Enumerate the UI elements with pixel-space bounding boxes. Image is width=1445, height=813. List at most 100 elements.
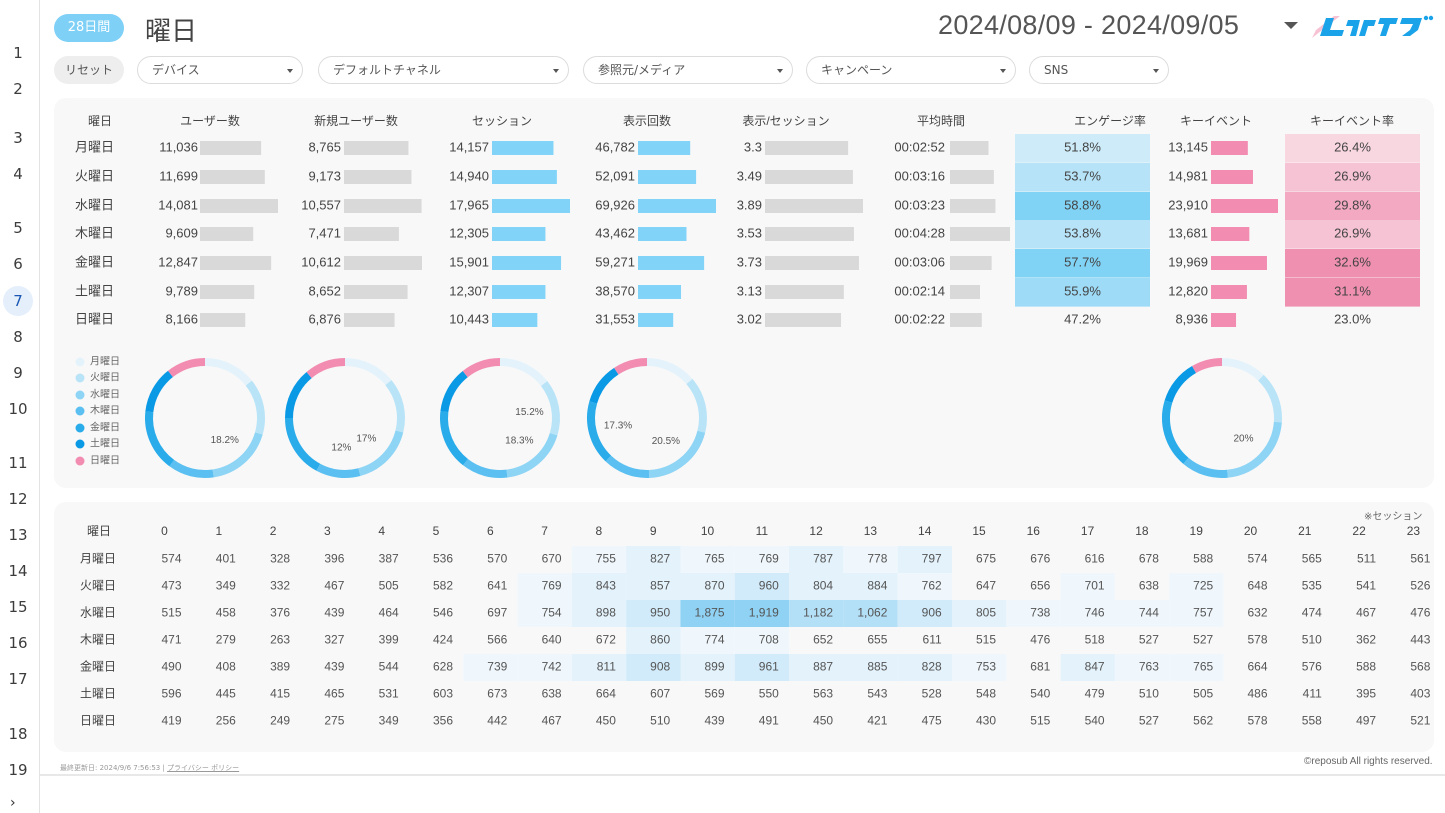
- page-link-6[interactable]: 6: [13, 255, 23, 273]
- page-link-2[interactable]: 2: [13, 80, 23, 98]
- heat-cell: [789, 600, 844, 627]
- cell-avg_time: 00:02:14: [894, 283, 945, 298]
- caret-down-icon: [287, 69, 293, 73]
- heat-value: 640: [542, 633, 562, 647]
- page-link-14[interactable]: 14: [8, 562, 28, 580]
- cell-key_event_rate: 26.4%: [1334, 139, 1371, 154]
- heat-value: 505: [379, 579, 399, 593]
- donut-slice: [506, 432, 558, 478]
- heat-cell: [789, 654, 844, 681]
- page-link-17[interactable]: 17: [8, 670, 28, 688]
- heat-cell: [734, 627, 790, 654]
- caret-down-icon: [553, 69, 559, 73]
- bar-avg_time: [950, 227, 1010, 241]
- page-link-3[interactable]: 3: [13, 129, 23, 147]
- page-link-5[interactable]: 5: [13, 219, 23, 237]
- heat-value: 471: [161, 633, 181, 647]
- hour-header: 15: [972, 524, 986, 538]
- page-link-16[interactable]: 16: [8, 634, 28, 652]
- heat-cell: [1060, 573, 1115, 600]
- cell-sessions: 12,307: [449, 283, 489, 298]
- chevron-right-icon[interactable]: ›: [10, 795, 16, 811]
- heat-value: 419: [161, 714, 181, 728]
- heat-value: 439: [704, 714, 724, 728]
- heat-value: 769: [542, 579, 562, 593]
- heat-cell: [571, 546, 627, 573]
- donut-slice: [440, 370, 468, 413]
- heat-value: 739: [487, 660, 507, 674]
- heat-value: 479: [1085, 687, 1105, 701]
- heat-value: 664: [596, 687, 616, 701]
- heat-value: 389: [270, 660, 290, 674]
- heat-value: 670: [542, 552, 562, 566]
- page-link-15[interactable]: 15: [8, 598, 28, 616]
- page-link-13[interactable]: 13: [8, 526, 28, 544]
- row-day: 日曜日: [75, 311, 114, 326]
- bar-key_events: [1211, 256, 1267, 270]
- reset-button[interactable]: リセット: [54, 56, 124, 84]
- hour-header: 6: [487, 524, 494, 538]
- heat-value: 655: [867, 633, 887, 647]
- page-link-8[interactable]: 8: [13, 328, 23, 346]
- page-link-11[interactable]: 11: [8, 454, 28, 472]
- hour-header: 16: [1027, 524, 1041, 538]
- heat-cell: [952, 600, 1007, 627]
- cell-key_events: 13,681: [1168, 225, 1208, 240]
- heat-value: 443: [1410, 633, 1430, 647]
- cell-avg_time: 00:02:52: [894, 139, 945, 154]
- page-navigation: 1 2 3 4 5 6 7 8 9 10 11 12 13 14 15 16 17 18 19 ›: [0, 0, 40, 813]
- footer-meta: 最終更新日: 2024/9/6 7:56:53 | プライバシー ポリシー: [60, 763, 239, 773]
- cell-key_event_rate: 26.9%: [1334, 168, 1371, 183]
- heat-value: 510: [1139, 687, 1159, 701]
- page-link-7[interactable]: 7: [3, 286, 33, 316]
- page-link-9[interactable]: 9: [13, 364, 23, 382]
- cell-engage_rate: 58.8%: [1064, 197, 1101, 212]
- heat-cell: [789, 546, 844, 573]
- heat-value: 396: [324, 552, 344, 566]
- filter-dropdown[interactable]: SNS: [1029, 56, 1169, 84]
- page-link-18[interactable]: 18: [8, 725, 28, 743]
- heat-cell: [626, 600, 681, 627]
- heat-value: 540: [1085, 714, 1105, 728]
- donut-slice: [316, 463, 361, 478]
- heat-cell: [1060, 654, 1115, 681]
- bar-new_users: [344, 256, 422, 270]
- heat-value: 652: [813, 633, 833, 647]
- cell-new_users: 10,557: [301, 197, 341, 212]
- row-day: 木曜日: [75, 225, 114, 240]
- filter-dropdown[interactable]: デフォルトチャネル: [318, 56, 569, 84]
- heat-value: 744: [1139, 606, 1159, 620]
- heat-value: 475: [922, 714, 942, 728]
- donut-slice: [306, 358, 346, 379]
- privacy-policy-link[interactable]: プライバシー ポリシー: [167, 764, 240, 772]
- page-link-12[interactable]: 12: [8, 490, 28, 508]
- date-range-picker[interactable]: 2024/08/09 - 2024/09/05: [938, 10, 1240, 40]
- filter-dropdown[interactable]: 参照元/メディア: [583, 56, 793, 84]
- heat-cell: [952, 654, 1007, 681]
- caret-down-icon[interactable]: [1284, 22, 1298, 29]
- donut-label: 17.3%: [604, 420, 632, 431]
- bar-avg_time: [950, 141, 989, 155]
- donut-slice: [385, 380, 405, 433]
- heat-value: 399: [379, 633, 399, 647]
- heat-value: 804: [813, 579, 833, 593]
- page-link-4[interactable]: 4: [13, 165, 23, 183]
- page-link-19[interactable]: 19: [8, 761, 28, 779]
- page-link-1[interactable]: 1: [13, 44, 23, 62]
- hour-header: 9: [650, 524, 657, 538]
- heat-value: 847: [1085, 660, 1105, 674]
- heat-value: 673: [487, 687, 507, 701]
- page-link-10[interactable]: 10: [8, 400, 28, 418]
- heat-value: 531: [379, 687, 399, 701]
- heat-value: 811: [597, 660, 616, 674]
- period-badge[interactable]: 28日間: [54, 14, 124, 42]
- cell-key_events: 8,936: [1175, 311, 1208, 326]
- cell-users: 14,081: [158, 197, 198, 212]
- column-header: セッション: [472, 114, 532, 128]
- heat-value: 607: [650, 687, 670, 701]
- heat-value: 387: [379, 552, 399, 566]
- filter-dropdown[interactable]: デバイス: [137, 56, 303, 84]
- heat-cell: [517, 600, 572, 627]
- filter-dropdown[interactable]: キャンペーン: [806, 56, 1016, 84]
- bar-views: [638, 141, 691, 155]
